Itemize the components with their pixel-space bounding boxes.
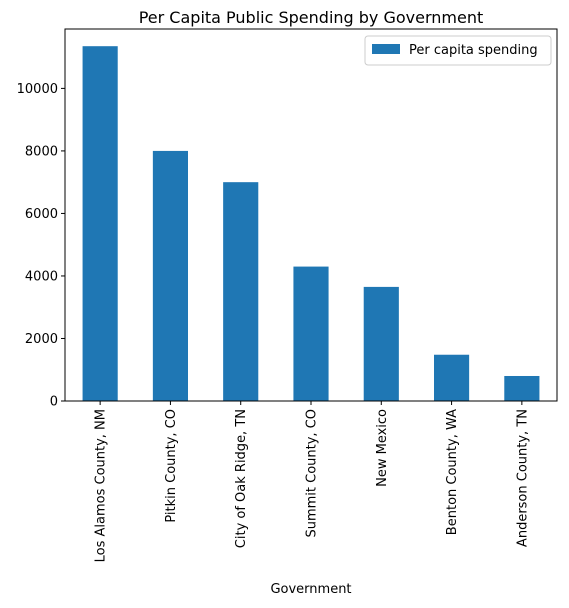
legend-label: Per capita spending (409, 43, 538, 58)
y-tick-label: 4000 (25, 269, 58, 284)
plot-frame (64, 28, 558, 402)
y-axis: 0 2000 4000 6000 8000 10000 (17, 82, 65, 410)
x-tick-label: City of Oak Ridge, TN (234, 409, 249, 548)
y-tick-label: 0 (50, 395, 58, 410)
x-tick-label: Benton County, WA (445, 409, 460, 535)
y-tick-label: 8000 (25, 144, 58, 159)
x-axis-label: Government (270, 582, 351, 597)
x-tick-label: Summit County, CO (305, 409, 320, 538)
x-tick-label: Los Alamos County, NM (94, 409, 109, 562)
x-tick-label: New Mexico (375, 409, 390, 487)
bar (223, 182, 259, 401)
bar (152, 150, 188, 401)
legend-box (364, 35, 552, 66)
chart-title: Per Capita Public Spending by Government (139, 8, 484, 27)
x-tick-label: Anderson County, TN (515, 409, 530, 547)
bar (504, 375, 540, 401)
x-axis: Los Alamos County, NM Pitkin County, CO Ci… (94, 401, 530, 562)
x-tick-label: Pitkin County, CO (164, 409, 179, 523)
legend-swatch (372, 44, 400, 54)
legend: Per capita spending (364, 35, 552, 66)
bar (82, 46, 118, 402)
bar (293, 266, 329, 401)
y-tick-label: 10000 (17, 82, 58, 97)
y-tick-label: 6000 (25, 207, 58, 222)
y-tick-label: 2000 (25, 332, 58, 347)
bar (434, 354, 470, 401)
bar (363, 286, 399, 401)
bars-layer (82, 46, 540, 402)
